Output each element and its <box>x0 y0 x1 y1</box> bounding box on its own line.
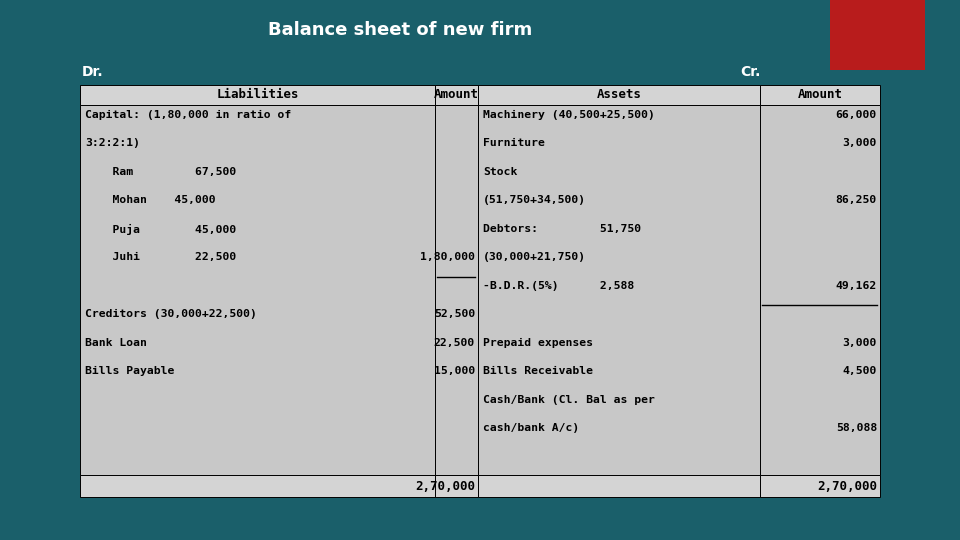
Text: Ram         67,500: Ram 67,500 <box>85 167 236 177</box>
Text: -B.D.R.(5%)      2,588: -B.D.R.(5%) 2,588 <box>483 281 635 291</box>
Text: Puja        45,000: Puja 45,000 <box>85 224 236 235</box>
Text: Furniture: Furniture <box>483 138 545 149</box>
Bar <box>435 85 478 105</box>
Text: Amount: Amount <box>798 89 843 102</box>
Text: 3,000: 3,000 <box>843 338 877 348</box>
Bar <box>435 475 478 497</box>
Text: Machinery (40,500+25,500): Machinery (40,500+25,500) <box>483 110 655 120</box>
Text: 22,500: 22,500 <box>434 338 475 348</box>
Text: Stock: Stock <box>483 167 517 177</box>
Bar <box>760 105 880 475</box>
Bar <box>760 85 880 105</box>
Text: Liabilities: Liabilities <box>216 89 299 102</box>
Text: Bank Loan: Bank Loan <box>85 338 147 348</box>
Text: 2,70,000: 2,70,000 <box>817 480 877 492</box>
Text: Bills Receivable: Bills Receivable <box>483 366 593 376</box>
Text: (30,000+21,750): (30,000+21,750) <box>483 252 587 262</box>
Text: 52,500: 52,500 <box>434 309 475 319</box>
Text: Juhi        22,500: Juhi 22,500 <box>85 252 236 262</box>
Text: Amount: Amount <box>434 89 479 102</box>
Text: 2,70,000: 2,70,000 <box>415 480 475 492</box>
Bar <box>478 475 760 497</box>
Text: Cash/Bank (Cl. Bal as per: Cash/Bank (Cl. Bal as per <box>483 395 655 404</box>
Text: 86,250: 86,250 <box>836 195 877 205</box>
Bar <box>80 105 435 475</box>
Text: 49,162: 49,162 <box>836 281 877 291</box>
Text: (51,750+34,500): (51,750+34,500) <box>483 195 587 205</box>
Bar <box>80 475 435 497</box>
Text: 3,000: 3,000 <box>843 138 877 149</box>
Text: cash/bank A/c): cash/bank A/c) <box>483 423 579 433</box>
Text: Dr.: Dr. <box>82 65 104 79</box>
Bar <box>80 85 435 105</box>
Text: 1,80,000: 1,80,000 <box>420 252 475 262</box>
Text: Cr.: Cr. <box>740 65 760 79</box>
Text: 3:2:2:1): 3:2:2:1) <box>85 138 140 149</box>
Text: Creditors (30,000+22,500): Creditors (30,000+22,500) <box>85 309 257 319</box>
Text: 15,000: 15,000 <box>434 366 475 376</box>
Text: Prepaid expenses: Prepaid expenses <box>483 338 593 348</box>
Text: Mohan    45,000: Mohan 45,000 <box>85 195 216 205</box>
Bar <box>830 0 925 70</box>
Bar <box>435 105 478 475</box>
Text: Assets: Assets <box>596 89 641 102</box>
Bar <box>478 85 760 105</box>
Text: Bills Payable: Bills Payable <box>85 366 175 376</box>
Text: Balance sheet of new firm: Balance sheet of new firm <box>268 21 532 39</box>
Text: 66,000: 66,000 <box>836 110 877 120</box>
Text: 58,088: 58,088 <box>836 423 877 433</box>
Text: Capital: (1,80,000 in ratio of: Capital: (1,80,000 in ratio of <box>85 110 291 120</box>
Text: 4,500: 4,500 <box>843 366 877 376</box>
Bar <box>478 105 760 475</box>
Text: Debtors:         51,750: Debtors: 51,750 <box>483 224 641 234</box>
Bar <box>760 475 880 497</box>
